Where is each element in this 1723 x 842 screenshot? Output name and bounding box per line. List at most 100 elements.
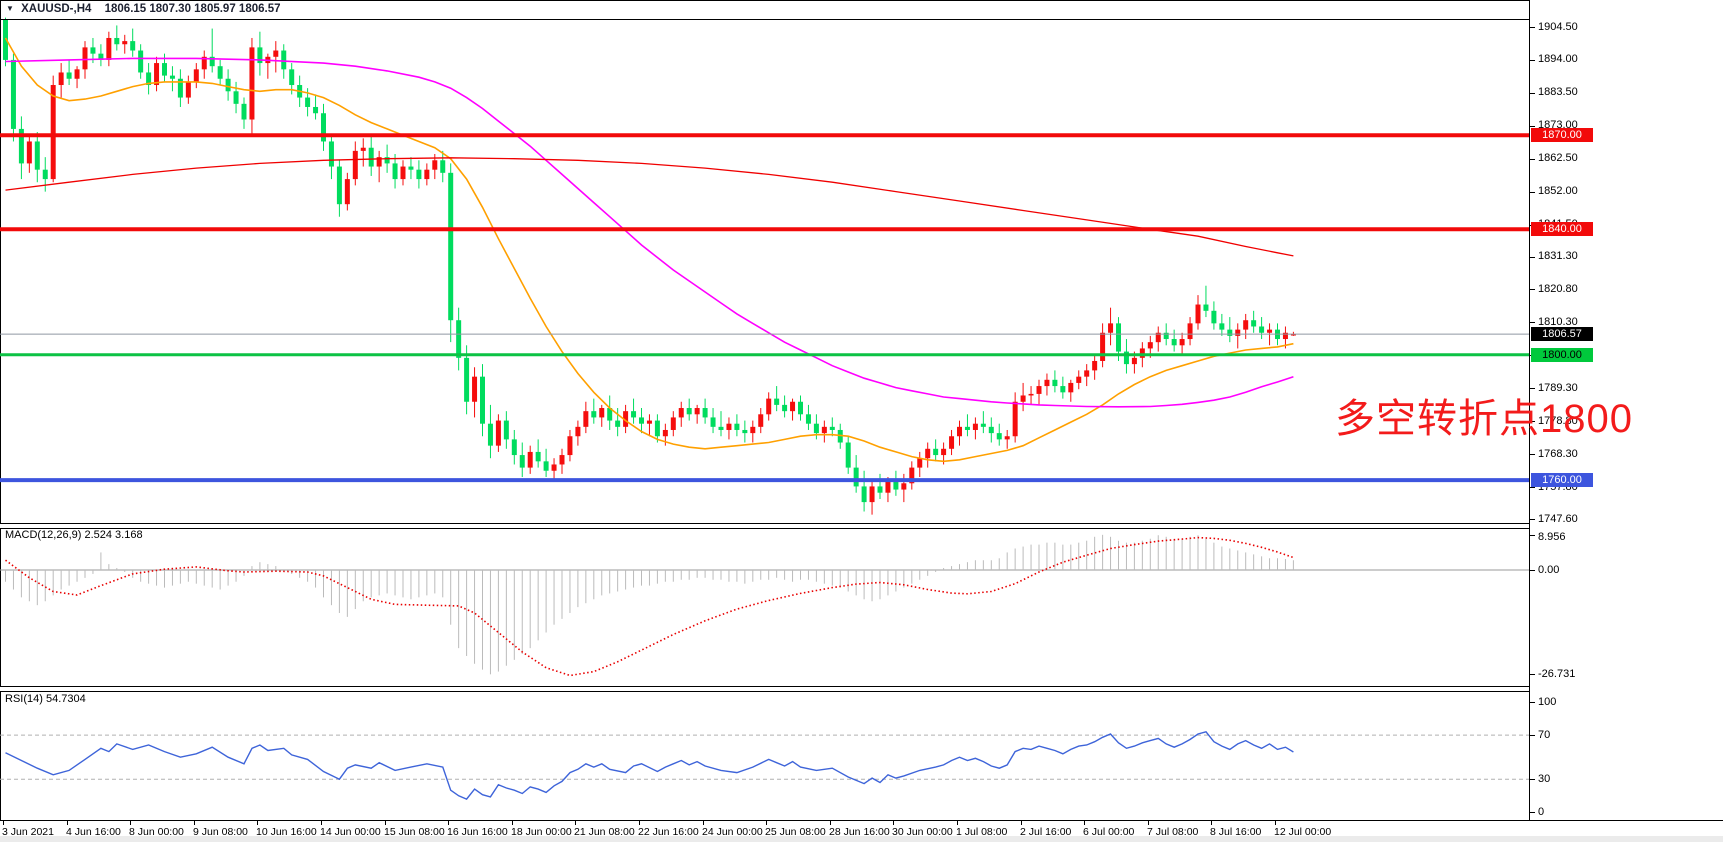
candle-body — [98, 53, 104, 60]
candle-body — [106, 37, 112, 60]
candle-body — [829, 426, 835, 430]
time-axis-label: 1 Jul 08:00 — [956, 826, 1008, 838]
rsi-pane[interactable] — [0, 692, 1529, 820]
candle-body — [384, 157, 390, 164]
candle-body — [519, 455, 525, 468]
candle-body — [893, 480, 899, 490]
annotation-text[interactable]: 多空转折点1800 — [1335, 397, 1633, 441]
price-tick — [1530, 60, 1535, 61]
candle-body — [766, 398, 772, 415]
candle-body — [42, 169, 48, 180]
candle-body — [1171, 339, 1177, 346]
candle-body — [193, 69, 199, 82]
price-tick — [1530, 519, 1535, 520]
candle-body — [798, 401, 803, 415]
candle-body — [1251, 320, 1257, 327]
price-tick-label: 1883.50 — [1538, 86, 1578, 98]
macd-scale-label: -26.731 — [1538, 668, 1576, 680]
candle-body — [1044, 379, 1050, 387]
rsi-scale-label: 30 — [1538, 773, 1551, 785]
candle-body — [527, 451, 533, 468]
pane-splitter-macd[interactable] — [0, 523, 1529, 529]
price-tick-label: 1862.50 — [1538, 152, 1578, 164]
candle-body — [551, 464, 557, 471]
candle-body — [821, 426, 827, 434]
price-tick — [1530, 421, 1535, 422]
current-price-line-tag[interactable]: 1806.57 — [1531, 327, 1593, 341]
price-tick — [1530, 487, 1535, 488]
candle-body — [408, 166, 414, 170]
candle-body — [114, 37, 120, 45]
pane-top-border — [0, 19, 1529, 20]
candle-body — [702, 408, 708, 418]
macd-scale-tick — [1530, 570, 1535, 571]
price-tick-label: 1894.00 — [1538, 53, 1578, 65]
candle-body — [901, 483, 907, 490]
candle-body — [925, 448, 931, 459]
main-chart-pane[interactable] — [0, 0, 1529, 523]
candle-body — [845, 442, 851, 468]
chart-title: ▼ XAUUSD-,H4 1806.15 1807.30 1805.97 180… — [6, 3, 281, 18]
price-tick — [1530, 289, 1535, 290]
candle-body — [34, 141, 40, 170]
symbol-dropdown-icon[interactable]: ▼ — [6, 4, 14, 13]
candle-body — [26, 141, 32, 164]
time-tick — [1084, 821, 1085, 825]
candle-body — [583, 411, 589, 427]
time-tick — [639, 821, 640, 825]
price-tick — [1530, 27, 1535, 28]
candle-body — [758, 414, 764, 427]
candle-body — [480, 376, 485, 424]
candle-body — [1235, 329, 1241, 336]
candle-body — [50, 85, 56, 180]
ma-slow-red — [5, 157, 1294, 257]
price-tick — [1530, 257, 1535, 258]
resistance-line-1870-tag[interactable]: 1870.00 — [1531, 128, 1593, 142]
macd-canvas[interactable] — [0, 529, 1529, 686]
resistance-line-1840-tag[interactable]: 1840.00 — [1531, 222, 1593, 236]
window-bottom-edge — [0, 836, 1723, 842]
support-line-1760-tag[interactable]: 1760.00 — [1531, 473, 1593, 487]
candle-body — [1155, 332, 1161, 343]
candle-body — [949, 436, 955, 449]
candle-body — [1092, 360, 1098, 371]
rsi-scale-tick — [1530, 702, 1535, 703]
pane-splitter-rsi[interactable] — [0, 686, 1529, 692]
candle-body — [177, 78, 183, 98]
time-tick — [766, 821, 767, 825]
time-axis-label: 18 Jun 00:00 — [511, 826, 572, 838]
candle-body — [368, 147, 374, 167]
candle-body — [1076, 376, 1082, 383]
candle-body — [782, 404, 788, 412]
price-tick — [1530, 93, 1535, 94]
candle-body — [694, 408, 700, 415]
price-tick — [1530, 388, 1535, 389]
time-axis-label: 10 Jun 16:00 — [256, 826, 317, 838]
price-tick — [1530, 126, 1535, 127]
price-chart-canvas[interactable] — [0, 0, 1529, 523]
candle-body — [972, 423, 978, 430]
time-tick — [448, 821, 449, 825]
candle-body — [82, 47, 88, 70]
candle-body — [1259, 326, 1265, 333]
price-axis-border — [1529, 0, 1530, 820]
time-axis-label: 7 Jul 08:00 — [1147, 826, 1199, 838]
rsi-scale-tick — [1530, 812, 1535, 813]
candle-body — [321, 113, 326, 142]
candle-body — [726, 423, 732, 430]
rsi-canvas[interactable] — [0, 692, 1529, 820]
macd-pane[interactable] — [0, 529, 1529, 686]
time-tick — [385, 821, 386, 825]
price-tick-label: 1820.80 — [1538, 283, 1578, 295]
candle-body — [424, 169, 430, 180]
time-axis-label: 9 Jun 08:00 — [193, 826, 248, 838]
candle-body — [615, 420, 621, 427]
price-axis[interactable]: 1904.50 1894.00 1883.50 1873.00 1862.50 1852.… — [1530, 0, 1723, 820]
time-axis-label: 6 Jul 00:00 — [1083, 826, 1135, 838]
time-axis-label: 15 Jun 08:00 — [384, 826, 445, 838]
support-line-1800-tag[interactable]: 1800.00 — [1531, 348, 1593, 362]
time-axis-label: 21 Jun 08:00 — [574, 826, 635, 838]
candle-body — [686, 408, 692, 415]
candle-body — [853, 467, 859, 487]
time-axis-label: 4 Jun 16:00 — [66, 826, 121, 838]
